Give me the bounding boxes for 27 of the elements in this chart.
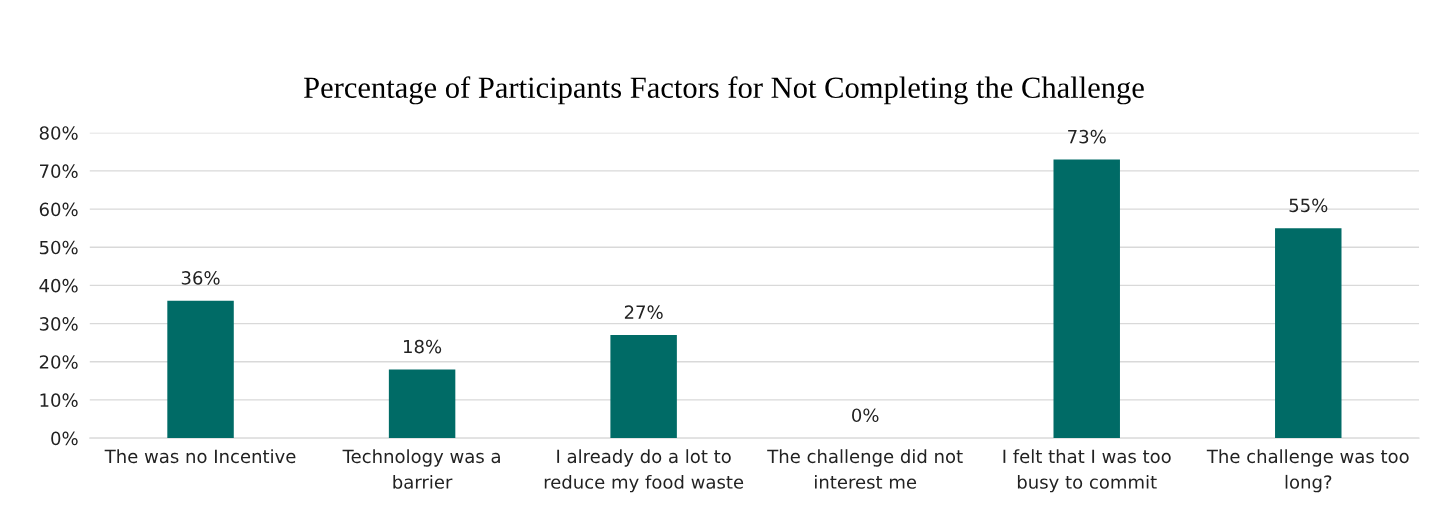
bar bbox=[167, 300, 234, 439]
data-label: 18% bbox=[404, 339, 442, 354]
data-label: 27% bbox=[624, 305, 663, 320]
y-tick-label: 70% bbox=[40, 164, 78, 179]
bar bbox=[610, 335, 677, 439]
x-tick-label: Technology was a barrier bbox=[342, 449, 500, 489]
y-tick-label: 80% bbox=[39, 126, 78, 140]
chart-title: Percentage of Participants Factors for Not Completing the Challenge bbox=[303, 76, 1144, 105]
y-tick-label: 0% bbox=[51, 431, 78, 446]
y-tick-label: 10% bbox=[40, 393, 78, 408]
data-label: 73% bbox=[1068, 129, 1106, 144]
y-tick-label: 20% bbox=[39, 355, 78, 369]
y-tick-label: 50% bbox=[39, 240, 78, 255]
x-tick-label: I felt that I was too busy to commit bbox=[1003, 449, 1171, 493]
bar bbox=[1275, 228, 1342, 439]
data-label: 36% bbox=[181, 271, 220, 285]
x-tick-label: The challenge was too long? bbox=[1206, 449, 1409, 493]
x-tick-label: I already do a lot to reduce my food waste bbox=[544, 449, 744, 493]
x-tick-label: The was no Incentive bbox=[104, 449, 296, 464]
data-label: 0% bbox=[852, 408, 879, 423]
y-tick-label: 60% bbox=[39, 202, 78, 217]
bar bbox=[1053, 159, 1120, 439]
y-tick-label: 30% bbox=[39, 317, 78, 331]
bar bbox=[388, 369, 456, 439]
x-tick-label: The challenge did not interest me bbox=[767, 449, 963, 489]
y-tick-label: 40% bbox=[39, 278, 78, 293]
data-label: 55% bbox=[1289, 198, 1328, 213]
